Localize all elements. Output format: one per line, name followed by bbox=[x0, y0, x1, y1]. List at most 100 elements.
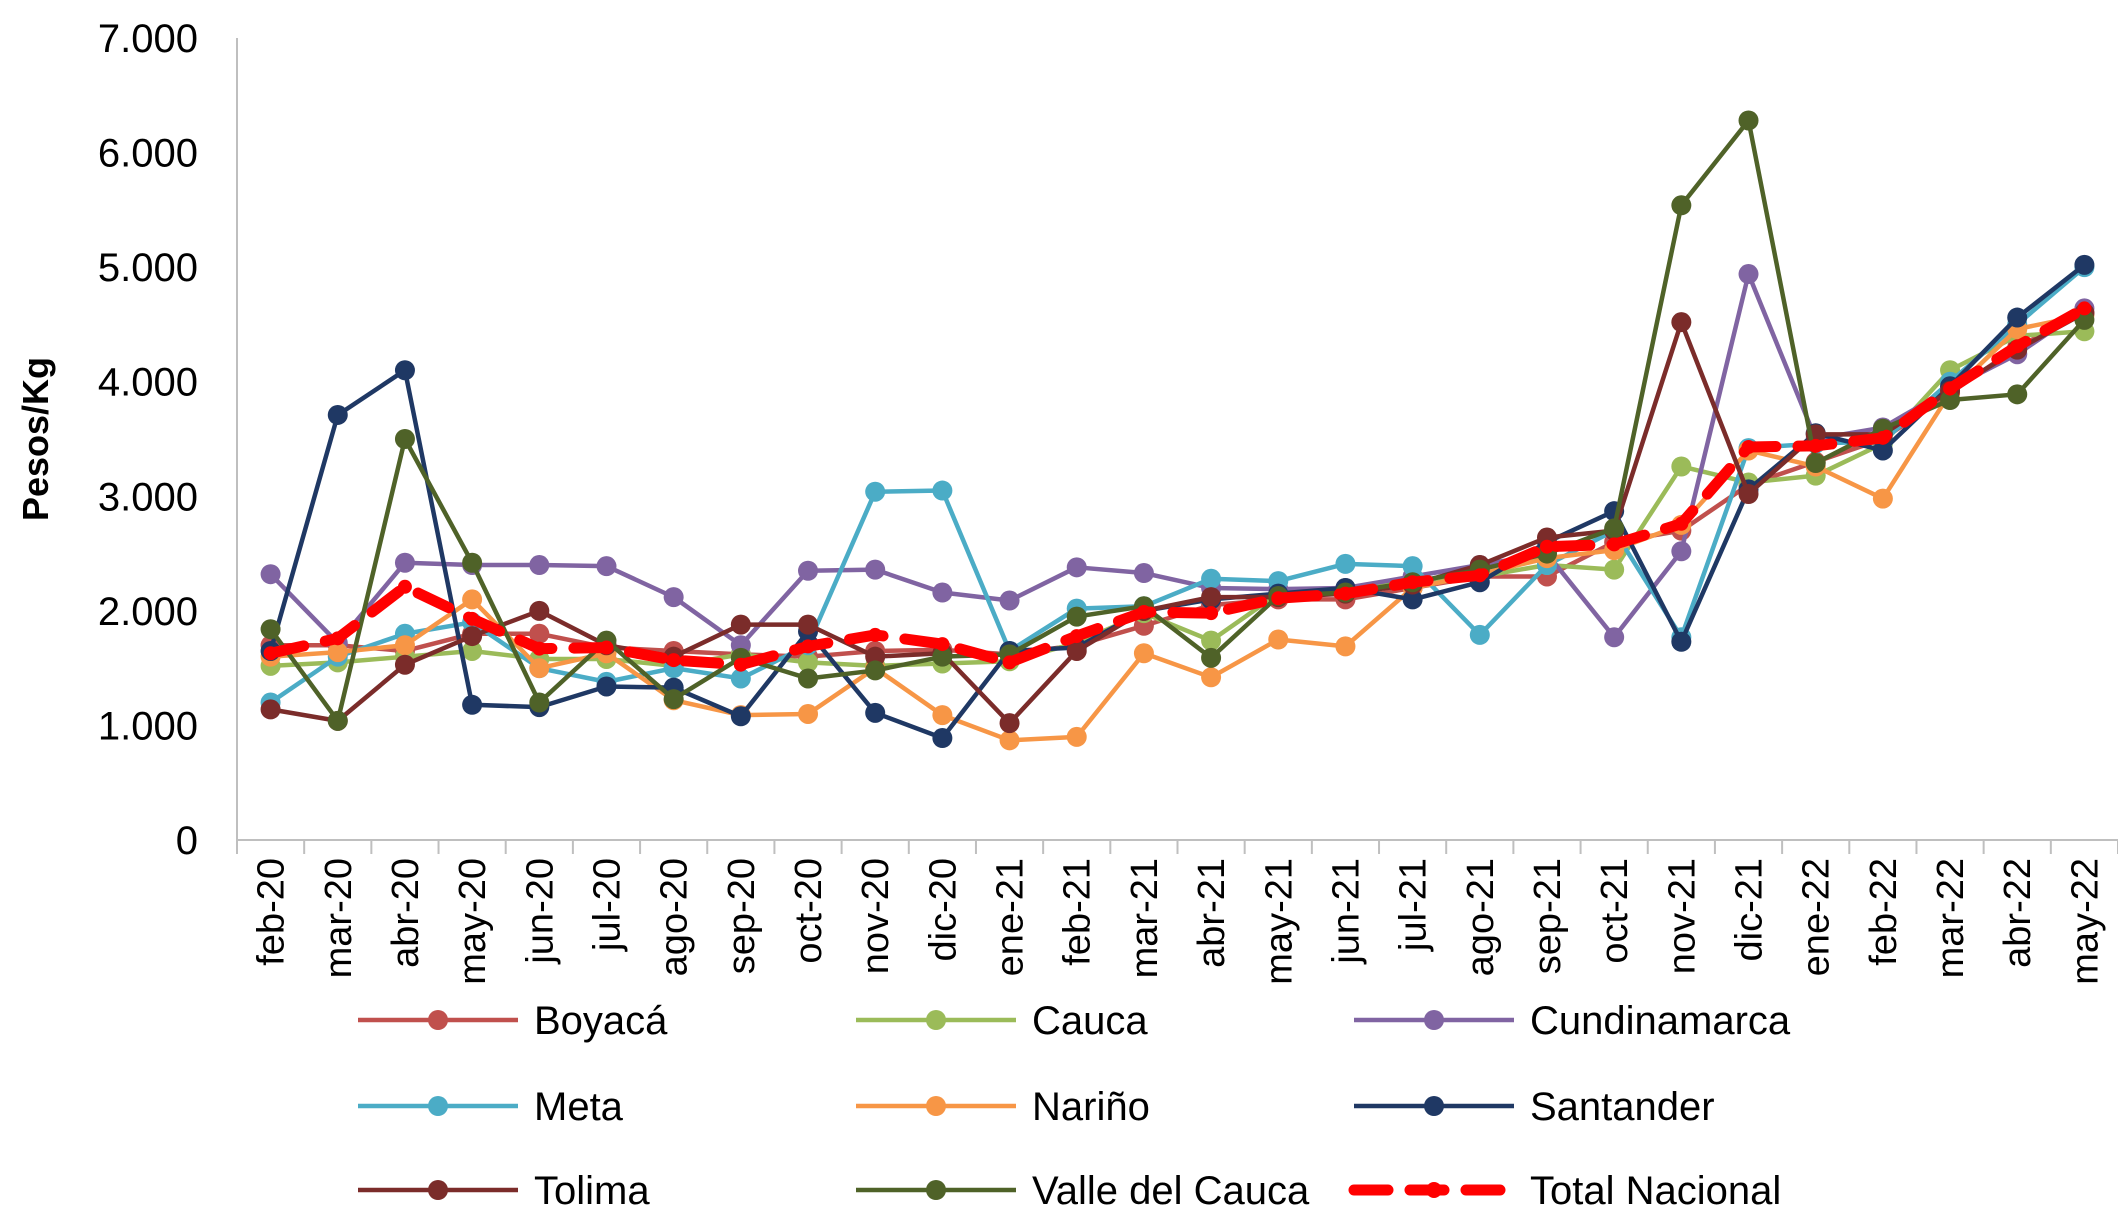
data-point bbox=[1069, 629, 1084, 644]
data-point bbox=[865, 646, 886, 667]
data-point bbox=[462, 694, 483, 715]
x-tick-label: ago-21 bbox=[1460, 858, 1502, 976]
y-axis-title: Pesos/Kg bbox=[15, 357, 56, 521]
data-point bbox=[932, 480, 953, 501]
legend-item: Total Nacional bbox=[1348, 1169, 1781, 1213]
x-tick-label: mar-20 bbox=[318, 858, 360, 978]
x-tick-label: nov-21 bbox=[1661, 858, 1703, 974]
x-tick-label: jun-21 bbox=[1325, 858, 1367, 965]
data-point bbox=[868, 627, 883, 642]
y-tick-label: 6.000 bbox=[98, 132, 198, 176]
legend-label: Total Nacional bbox=[1530, 1169, 1781, 1212]
legend-item: Santander bbox=[1354, 1085, 1715, 1129]
data-point bbox=[865, 660, 886, 681]
legend-label: Santander bbox=[1530, 1085, 1715, 1129]
data-point bbox=[596, 556, 617, 577]
x-tick-label: feb-22 bbox=[1863, 858, 1905, 966]
data-point bbox=[260, 699, 281, 720]
data-point bbox=[1671, 195, 1692, 216]
data-point bbox=[462, 640, 483, 661]
x-tick-label: feb-21 bbox=[1057, 858, 1099, 966]
legend-marker bbox=[428, 1010, 448, 1030]
legend-label: Boyacá bbox=[534, 999, 668, 1043]
data-point bbox=[1808, 438, 1823, 453]
y-tick-label: 0 bbox=[176, 819, 198, 863]
data-point bbox=[1671, 312, 1692, 333]
data-point bbox=[999, 730, 1020, 751]
data-point bbox=[865, 559, 886, 580]
x-tick-label: nov-20 bbox=[855, 858, 897, 974]
x-tick-label: dic-21 bbox=[1729, 858, 1771, 962]
legend-marker bbox=[926, 1180, 946, 1200]
data-point bbox=[1402, 556, 1423, 577]
data-point bbox=[1405, 575, 1420, 590]
legend-label: Meta bbox=[534, 1085, 624, 1129]
axes: 0 1.000 2.000 3.000 4.000 5.000 6.000 7.000 Peso… bbox=[15, 17, 2118, 985]
legend-label: Cauca bbox=[1032, 999, 1148, 1043]
data-point bbox=[2077, 301, 2092, 316]
series-line bbox=[270, 310, 2086, 726]
data-point bbox=[529, 658, 550, 679]
data-point bbox=[2007, 384, 2028, 405]
x-tick-label: may-20 bbox=[452, 858, 494, 985]
data-point bbox=[327, 404, 348, 425]
x-tick-label: oct-20 bbox=[788, 858, 830, 964]
data-point bbox=[2074, 254, 2095, 275]
data-point bbox=[394, 654, 415, 675]
x-tick-label: ene-21 bbox=[990, 858, 1032, 976]
y-tick-label: 1.000 bbox=[98, 704, 198, 748]
legend-marker bbox=[1424, 1096, 1444, 1116]
y-tick-label: 5.000 bbox=[98, 246, 198, 290]
series-line bbox=[269, 265, 2086, 705]
data-point bbox=[798, 703, 819, 724]
legend-marker bbox=[1424, 1010, 1444, 1030]
data-point bbox=[798, 614, 819, 635]
data-point bbox=[1201, 630, 1222, 651]
data-point bbox=[1607, 537, 1622, 552]
data-point bbox=[1201, 587, 1222, 608]
data-point bbox=[1066, 557, 1087, 578]
x-tick-label: abr-22 bbox=[1997, 858, 2039, 968]
y-tick-label: 4.000 bbox=[98, 361, 198, 405]
data-point bbox=[1738, 264, 1759, 285]
data-point bbox=[999, 713, 1020, 734]
data-point bbox=[1133, 643, 1154, 664]
data-point bbox=[1872, 440, 1893, 461]
data-point bbox=[1133, 563, 1154, 584]
legend-marker bbox=[428, 1180, 448, 1200]
legend-item: Cauca bbox=[856, 999, 1148, 1043]
data-point bbox=[2010, 339, 2025, 354]
data-point bbox=[596, 676, 617, 697]
data-point bbox=[1805, 453, 1826, 474]
x-tick-label: oct-21 bbox=[1594, 858, 1636, 964]
data-point bbox=[798, 668, 819, 689]
y-tick-label: 2.000 bbox=[98, 590, 198, 634]
data-point bbox=[801, 639, 816, 654]
data-point bbox=[1943, 381, 1958, 396]
data-point bbox=[730, 706, 751, 727]
legend-marker bbox=[926, 1010, 946, 1030]
data-point bbox=[263, 646, 278, 661]
data-point bbox=[1201, 667, 1222, 688]
data-point bbox=[462, 552, 483, 573]
legend-marker bbox=[428, 1096, 448, 1116]
series-4 bbox=[260, 305, 2095, 751]
data-point bbox=[1671, 456, 1692, 477]
data-point bbox=[260, 619, 281, 640]
x-tick-label: sep-20 bbox=[721, 858, 763, 974]
data-point bbox=[865, 702, 886, 723]
data-point bbox=[529, 692, 550, 713]
y-tick-label: 7.000 bbox=[98, 17, 198, 61]
series-line bbox=[265, 302, 2090, 671]
data-point bbox=[935, 637, 950, 652]
legend-item: Valle del Cauca bbox=[856, 1169, 1310, 1213]
series-line bbox=[268, 118, 2087, 724]
data-point bbox=[462, 589, 483, 610]
x-tick-label: jul-21 bbox=[1393, 858, 1435, 952]
series-1 bbox=[260, 321, 2095, 676]
legend-label: Tolima bbox=[534, 1169, 650, 1212]
data-point bbox=[394, 635, 415, 656]
data-point bbox=[1604, 518, 1625, 539]
